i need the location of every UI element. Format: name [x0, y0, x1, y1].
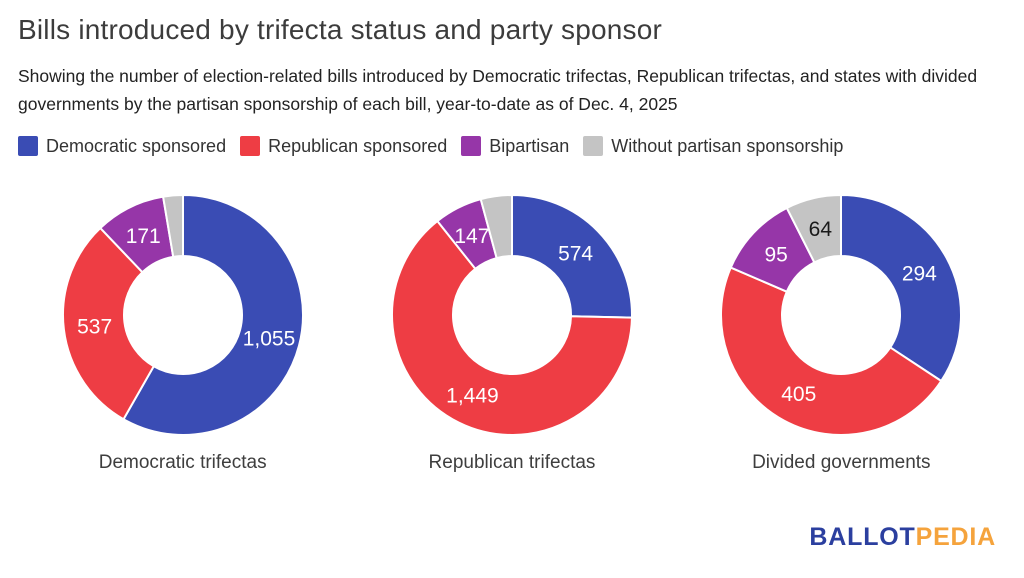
- legend-label: Without partisan sponsorship: [611, 135, 844, 156]
- charts-row: 1,055 537 171 Democratic trifectas 574 1,44…: [18, 193, 1006, 474]
- ballotpedia-logo: BALLOTPEDIA: [809, 523, 996, 552]
- donut-democratic-trifectas: 1,055 537 171: [61, 193, 304, 436]
- slice-value-label: 294: [902, 262, 937, 285]
- chart-democratic-trifectas: 1,055 537 171 Democratic trifectas: [18, 193, 347, 474]
- legend: Democratic sponsored Republican sponsore…: [18, 136, 1006, 157]
- legend-swatch-icon: [18, 136, 38, 157]
- chart-divided-governments: 294 405 95 64 Divided governments: [677, 193, 1006, 474]
- page-title: Bills introduced by trifecta status and …: [18, 14, 663, 45]
- chart-caption: Democratic trifectas: [98, 451, 267, 473]
- legend-item-democratic-sponsored: Democratic sponsored: [18, 136, 226, 157]
- slice-value-label: 1,055: [242, 327, 295, 350]
- chart-republican-trifectas: 574 1,449 147 Republican trifectas: [347, 193, 676, 474]
- legend-swatch-icon: [583, 136, 604, 157]
- slice-republican-sponsored: [720, 266, 943, 436]
- slice-value-label: 171: [125, 225, 160, 248]
- chart-subtitle: Showing the number of election-related b…: [18, 66, 978, 115]
- slice-without-partisan-sponsorship: [786, 193, 843, 264]
- legend-label: Republican sponsored: [268, 135, 448, 156]
- chart-caption: Republican trifectas: [428, 451, 596, 473]
- legend-item-bipartisan: Bipartisan: [461, 136, 569, 157]
- donut-republican-trifectas: 574 1,449 147: [390, 193, 633, 436]
- legend-item-without-partisan-sponsorship: Without partisan sponsorship: [583, 136, 843, 157]
- slice-value-label: 147: [454, 225, 489, 248]
- legend-label: Bipartisan: [489, 135, 570, 156]
- donut-divided-governments: 294 405 95 64: [720, 193, 963, 436]
- slice-democratic-sponsored: [122, 193, 304, 436]
- legend-label: Democratic sponsored: [46, 135, 227, 156]
- legend-item-republican-sponsored: Republican sponsored: [240, 136, 447, 157]
- chart-caption: Divided governments: [752, 451, 931, 473]
- slice-without-partisan-sponsorship: [161, 193, 184, 258]
- slice-value-label: 1,449: [446, 384, 499, 407]
- slice-value-label: 574: [558, 242, 593, 265]
- slice-value-label: 405: [782, 383, 817, 406]
- slice-value-label: 64: [809, 218, 833, 241]
- slice-republican-sponsored: [390, 219, 633, 436]
- slice-democratic-sponsored: [840, 193, 963, 382]
- slice-value-label: 537: [77, 315, 112, 338]
- slice-without-partisan-sponsorship: [479, 193, 513, 259]
- slice-republican-sponsored: [61, 226, 155, 420]
- slice-value-label: 95: [765, 243, 788, 266]
- slice-democratic-sponsored: [510, 193, 633, 319]
- legend-swatch-icon: [240, 136, 261, 157]
- logo-pedia-text: PEDIA: [915, 523, 996, 551]
- logo-ballot-text: BALLOT: [809, 523, 916, 551]
- legend-swatch-icon: [461, 136, 482, 157]
